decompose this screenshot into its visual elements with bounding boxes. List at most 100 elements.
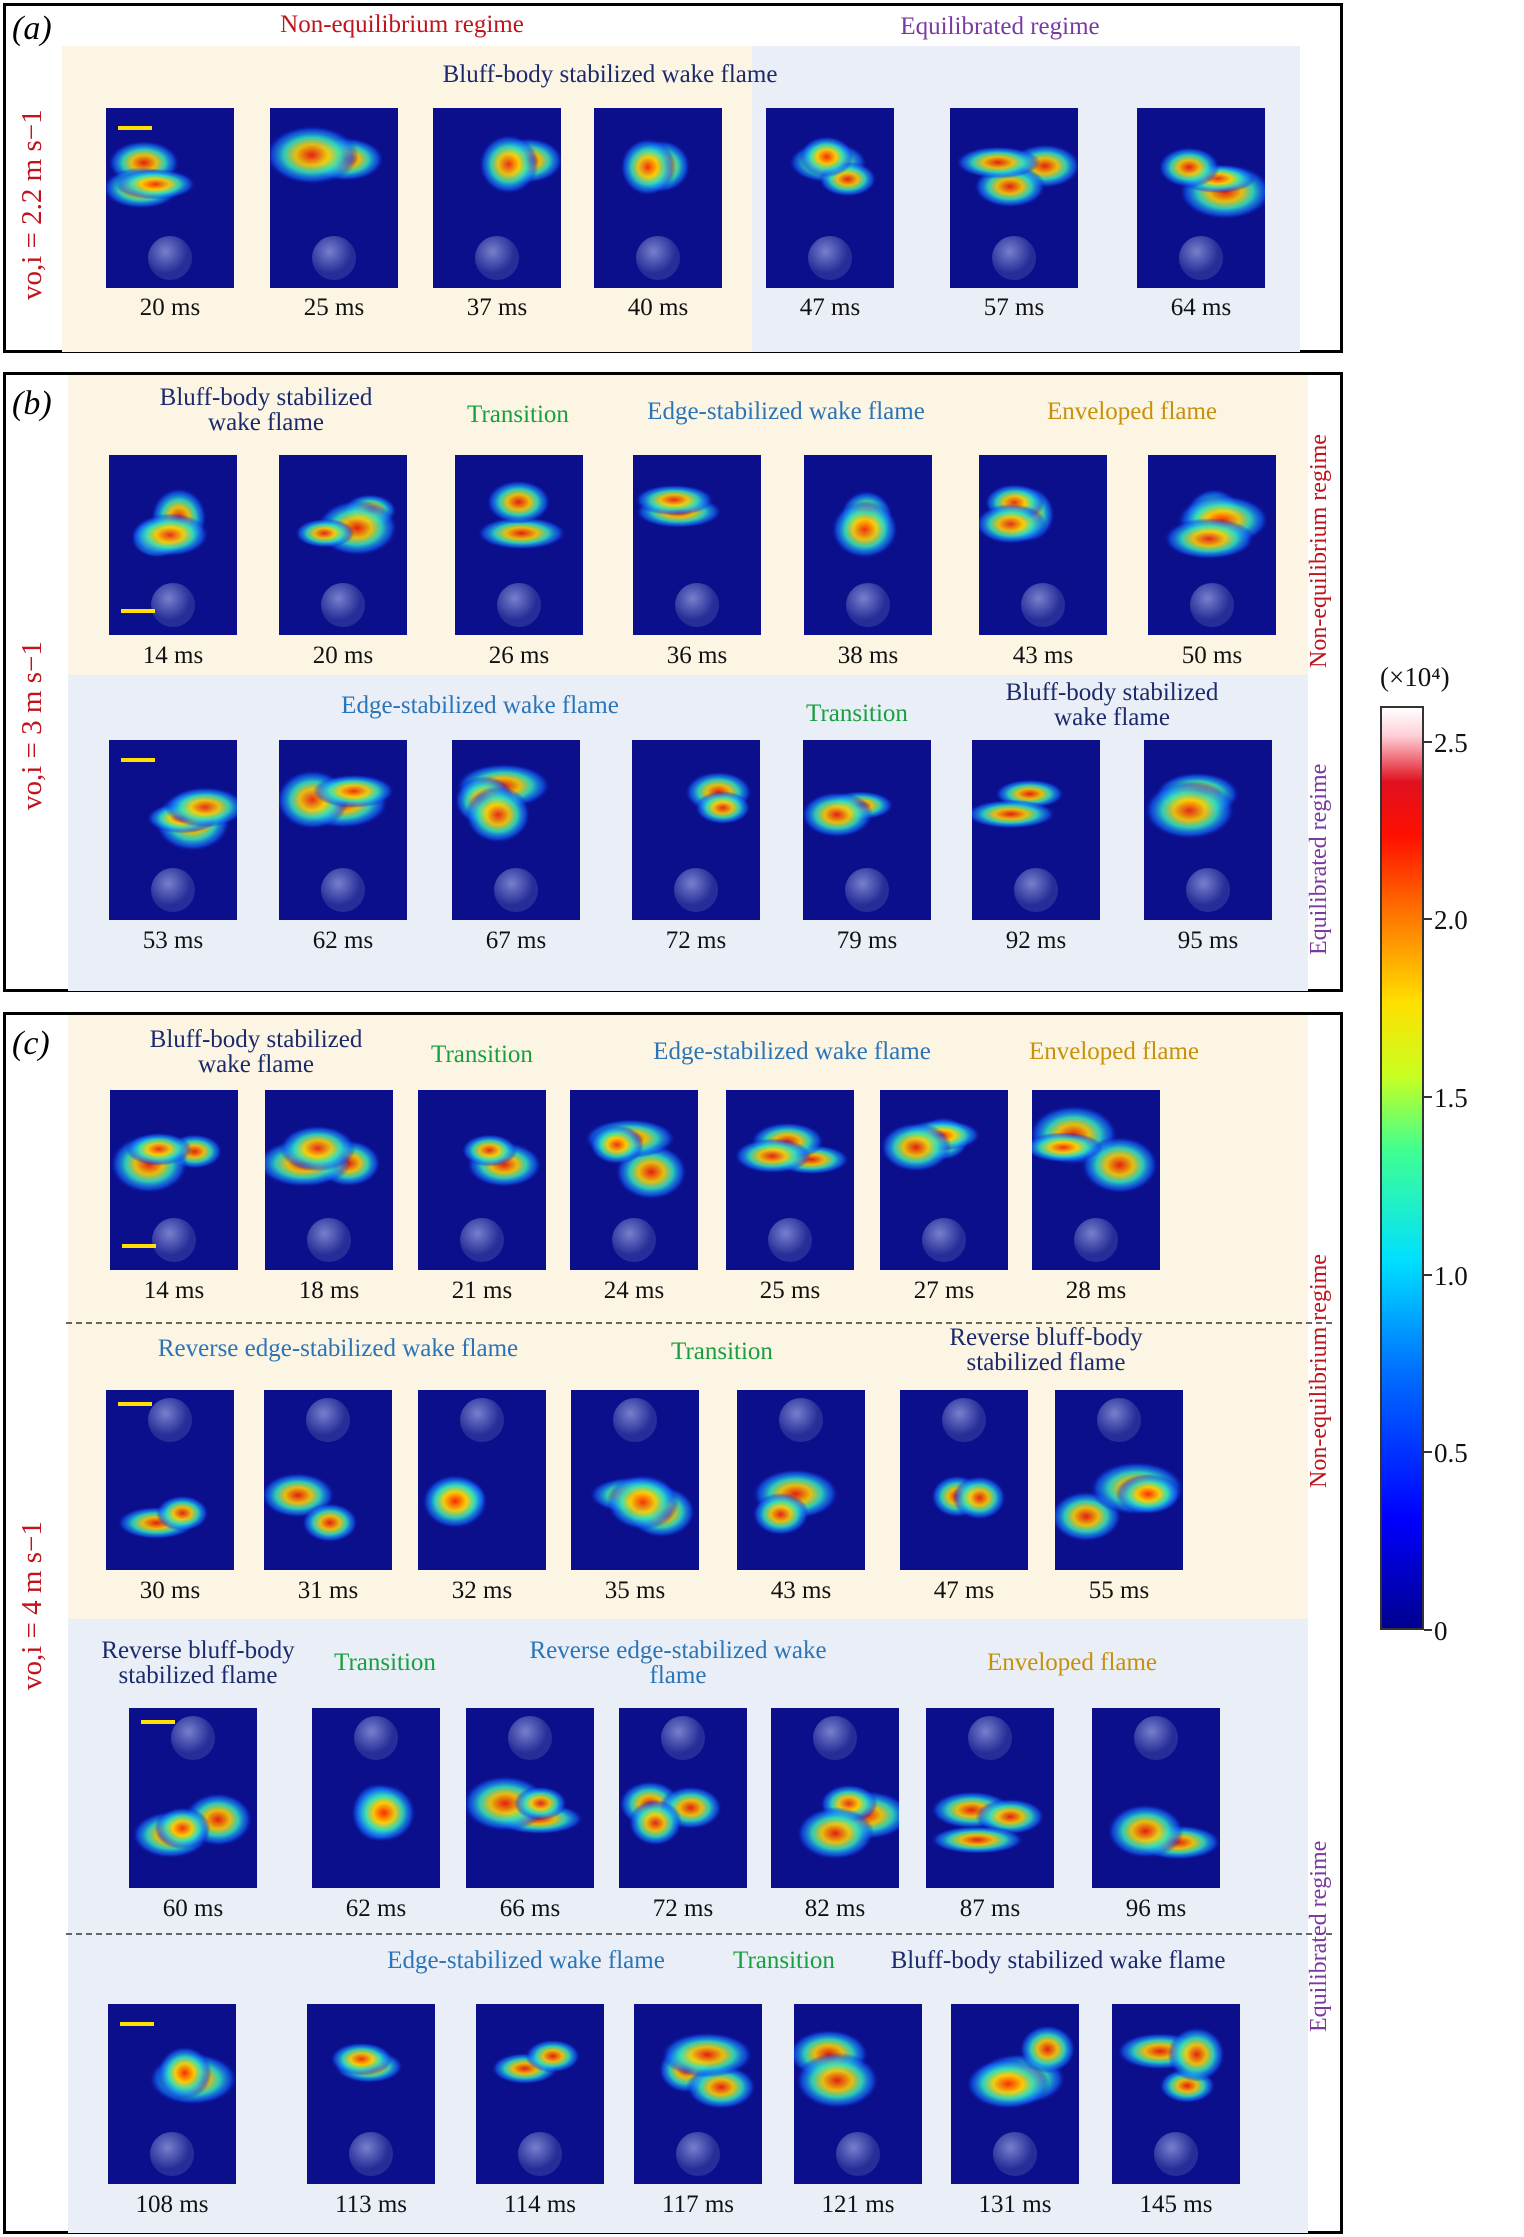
panel-c-row4-region-edge: Edge-stabilized wake flame: [387, 1947, 665, 1974]
panel-c-row2-region-transition: Transition: [671, 1338, 773, 1365]
time-label-a-6: 57 ms: [983, 294, 1045, 321]
flame-image-a-6: [950, 108, 1078, 288]
colorbar-tick-label: 2.0: [1434, 905, 1468, 936]
time-label-c3-4: 72 ms: [652, 1895, 714, 1922]
flame-image-c1-1: [110, 1090, 238, 1270]
colorbar-tick-mark: [1424, 1629, 1432, 1631]
flame-image-c2-3: [418, 1390, 546, 1570]
flame-image-b2-2: [279, 740, 407, 920]
colorbar-tick-mark: [1424, 1451, 1432, 1454]
time-label-c2-6: 47 ms: [933, 1577, 995, 1604]
colorbar-tick-label: 0.5: [1434, 1438, 1468, 1469]
time-label-c2-1: 30 ms: [139, 1577, 201, 1604]
flame-image-c1-3: [418, 1090, 546, 1270]
scale-bar: [141, 1720, 175, 1724]
panel-a-regime-nonequilibrium: Non-equilibrium regime: [280, 11, 524, 38]
scale-bar: [120, 2022, 154, 2026]
panel-c-label: (c): [12, 1025, 50, 1062]
flame-image-c3-7: [1092, 1708, 1220, 1888]
panel-c-row3-region-reverse-edge: Reverse edge-stabilized wake flame: [529, 1637, 827, 1689]
time-label-a-4: 40 ms: [627, 294, 689, 321]
flame-image-c4-3: [476, 2004, 604, 2184]
flame-image-c1-4: [570, 1090, 698, 1270]
flame-image-b1-4: [633, 455, 761, 635]
flame-image-b2-7: [1144, 740, 1272, 920]
panel-c-row2-region-reverse-edge: Reverse edge-stabilized wake flame: [157, 1335, 519, 1362]
colorbar-tick-mark: [1424, 740, 1432, 743]
time-label-b1-5: 38 ms: [837, 642, 899, 669]
panel-b-label: (b): [12, 385, 52, 422]
panel-c-row3-region-transition: Transition: [334, 1649, 436, 1676]
colorbar-tick-label: 1.0: [1434, 1260, 1468, 1291]
flame-image-c3-6: [926, 1708, 1054, 1888]
time-label-b1-7: 50 ms: [1181, 642, 1243, 669]
time-label-c4-4: 117 ms: [662, 2191, 734, 2218]
flame-image-c2-1: [106, 1390, 234, 1570]
time-label-c4-7: 145 ms: [1139, 2191, 1213, 2218]
panel-c-row2-region-reverse-bluff: Reverse bluff-body stabilized flame: [949, 1324, 1143, 1376]
colorbar-tick-label: 2.5: [1434, 727, 1468, 758]
panel-b-region-enveloped: Enveloped flame: [1046, 398, 1218, 425]
panel-a-regime-equilibrated: Equilibrated regime: [900, 13, 1100, 40]
panel-c-row1-region-edge: Edge-stabilized wake flame: [653, 1038, 931, 1065]
panel-b-velocity: vo,i = 3 m s−1: [16, 641, 48, 810]
time-label-c4-6: 131 ms: [978, 2191, 1052, 2218]
time-label-b1-2: 20 ms: [312, 642, 374, 669]
time-label-b2-2: 62 ms: [312, 927, 374, 954]
panel-c-velocity: vo,i = 4 m s−1: [16, 1521, 48, 1690]
colorbar-tick-label: 0: [1434, 1616, 1448, 1646]
flame-image-c2-5: [737, 1390, 865, 1570]
panel-c-row1-region-enveloped: Enveloped flame: [1028, 1038, 1200, 1065]
flame-image-b1-5: [804, 455, 932, 635]
time-label-c2-7: 55 ms: [1088, 1577, 1150, 1604]
flame-image-c1-5: [726, 1090, 854, 1270]
panel-b-region-edge: Edge-stabilized wake flame: [647, 398, 925, 425]
time-label-c1-3: 21 ms: [451, 1277, 513, 1304]
flame-image-c2-4: [571, 1390, 699, 1570]
flame-image-c3-5: [771, 1708, 899, 1888]
flame-image-c4-6: [951, 2004, 1079, 2184]
colorbar: [1380, 706, 1424, 1630]
time-label-a-1: 20 ms: [139, 294, 201, 321]
flame-image-a-3: [433, 108, 561, 288]
flame-image-c1-7: [1032, 1090, 1160, 1270]
panel-c-side-equilibrated: Equilibrated regime: [1306, 1840, 1332, 2032]
time-label-c4-5: 121 ms: [821, 2191, 895, 2218]
panel-c-side-nonequilibrium: Non-equilibrium regime: [1306, 1254, 1332, 1488]
flame-image-c3-1: [129, 1708, 257, 1888]
panel-b-region-transition-lower: Transition: [806, 700, 908, 727]
panel-c-row3-region-reverse-bluff: Reverse bluff-body stabilized flame: [101, 1637, 295, 1689]
flame-image-b1-1: [109, 455, 237, 635]
time-label-b1-1: 14 ms: [142, 642, 204, 669]
flame-image-c4-7: [1112, 2004, 1240, 2184]
time-label-b2-1: 53 ms: [142, 927, 204, 954]
scale-bar: [118, 126, 152, 130]
flame-image-c1-6: [880, 1090, 1008, 1270]
flame-image-c2-7: [1055, 1390, 1183, 1570]
panel-b-side-nonequilibrium: Non-equilibrium regime: [1306, 434, 1332, 668]
flame-image-b2-3: [452, 740, 580, 920]
flame-image-c4-1: [108, 2004, 236, 2184]
time-label-c2-3: 32 ms: [451, 1577, 513, 1604]
colorbar-tick-label: 1.5: [1434, 1082, 1468, 1113]
flame-image-b2-6: [972, 740, 1100, 920]
flame-image-a-7: [1137, 108, 1265, 288]
time-label-b1-4: 36 ms: [666, 642, 728, 669]
panel-c-row4-region-transition: Transition: [733, 1947, 835, 1974]
time-label-c2-5: 43 ms: [770, 1577, 832, 1604]
time-label-b1-3: 26 ms: [488, 642, 550, 669]
flame-image-c4-2: [307, 2004, 435, 2184]
flame-image-c3-2: [312, 1708, 440, 1888]
scale-bar: [122, 1244, 156, 1248]
time-label-c4-1: 108 ms: [135, 2191, 209, 2218]
time-label-c3-6: 87 ms: [959, 1895, 1021, 1922]
time-label-c3-1: 60 ms: [162, 1895, 224, 1922]
flame-image-b2-5: [803, 740, 931, 920]
panel-b-region-edge-lower: Edge-stabilized wake flame: [341, 692, 619, 719]
colorbar-tick-mark: [1424, 1095, 1432, 1098]
panel-c-row4-region-bluff: Bluff-body stabilized wake flame: [890, 1947, 1226, 1974]
time-label-b1-6: 43 ms: [1012, 642, 1074, 669]
time-label-c4-3: 114 ms: [504, 2191, 576, 2218]
panel-a-label: (a): [12, 10, 52, 47]
flame-image-c1-2: [265, 1090, 393, 1270]
